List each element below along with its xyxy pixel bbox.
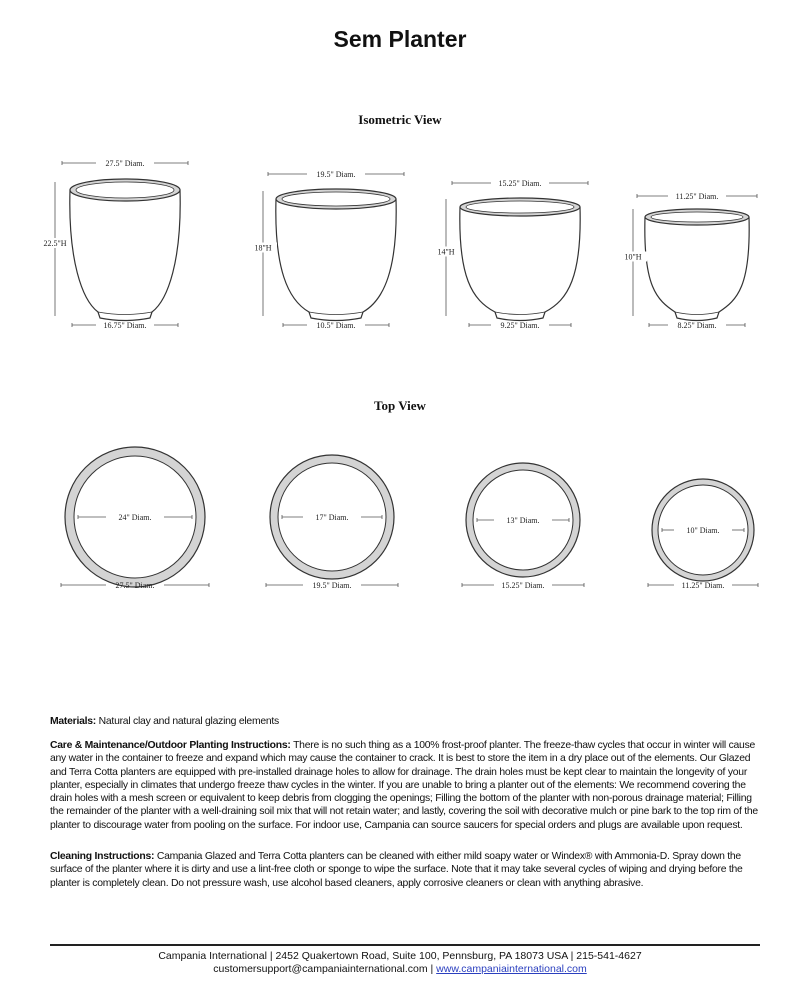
top-view-heading: Top View [374,398,426,413]
footer-address: Campania International | 2452 Quakertown… [158,950,642,962]
isometric-planter-3-height-bg [432,246,460,257]
isometric-planter-1-foot [97,311,153,315]
cleaning-text: Campania Glazed and Terra Cotta planters… [50,851,743,889]
isometric-planter-2-body [275,198,397,322]
isometric-planter-1-body [69,189,181,322]
materials-label: Materials: [50,716,97,727]
care-paragraph: Care & Maintenance/Outdoor Planting Inst… [50,739,760,832]
top-view-planter-1-opening [73,455,197,579]
top-view-planter-3-opening [472,469,574,571]
isometric-planter-3-top-diameter-label: 15.25" Diam. [498,179,541,188]
isometric-planter-3-opening [465,200,575,214]
footer-divider [50,944,760,946]
footer-contact: customersupport@campaniainternational.co… [0,963,800,976]
footer-email[interactable]: customersupport@campaniainternational.co… [213,963,428,975]
isometric-planter-1-opening [75,181,175,199]
top-view-planter-1-outer-diameter-label: 27.5" Diam. [115,581,154,590]
care-text: There is no such thing as a 100% frost-p… [50,740,758,831]
planter-drawings: 27.5" Diam. 16.75" Diam. 22.5"H 19.5" Diam.… [41,159,759,590]
footer-website-link[interactable]: www.campaniainternational.com [436,963,587,975]
isometric-planter-2-height-bg [249,242,277,253]
top-view-planter-4-inner-diameter-label: 10" Diam. [686,526,719,535]
isometric-planter-4-top-diameter-label: 11.25" Diam. [676,192,719,201]
isometric-planter-4-opening [650,211,744,223]
isometric-planter-2-foot [308,311,364,315]
isometric-planter-3-base-diameter-label: 9.25" Diam. [500,321,539,330]
isometric-planter-1-height-label: 22.5"H [43,239,66,248]
top-view-planter-2-opening [277,462,387,572]
isometric-planter-1-base-diameter-label: 16.75" Diam. [103,321,146,330]
page-title: Sem Planter [333,26,467,52]
isometric-planter-4-height-bg [619,251,647,262]
footer-separator: | [427,963,437,975]
isometric-planter-4-foot [674,311,720,315]
top-view-planter-4-opening [657,484,749,576]
materials-text: Natural clay and natural glazing element… [96,716,280,727]
materials-paragraph: Materials: Natural clay and natural glaz… [50,715,760,728]
isometric-planter-4-height-label: 10"H [624,253,641,262]
isometric-planter-4-body [644,216,750,322]
top-view-planter-3-outer-diameter-label: 15.25" Diam. [501,581,544,590]
isometric-planter-3-height-label: 14"H [437,248,454,257]
isometric-planter-1-height-bg [41,238,69,248]
isometric-planter-3-body [459,206,581,322]
isometric-planter-1-top-diameter-label: 27.5" Diam. [105,159,144,168]
top-view-planter-4-outer-diameter-label: 11.25" Diam. [682,581,725,590]
isometric-planter-2-height-label: 18"H [254,244,271,253]
isometric-planter-2-base-diameter-label: 10.5" Diam. [316,321,355,330]
isometric-view-heading: Isometric View [358,112,442,127]
isometric-planter-2-opening [281,191,391,207]
top-view-planter-3-inner-diameter-label: 13" Diam. [506,516,539,525]
top-view-planter-2-inner-diameter-label: 17" Diam. [315,513,348,522]
top-view-planter-2-outer-diameter-label: 19.5" Diam. [312,581,351,590]
care-label: Care & Maintenance/Outdoor Planting Inst… [50,740,291,751]
isometric-planter-4-base-diameter-label: 8.25" Diam. [677,321,716,330]
top-view-planter-1-inner-diameter-label: 24" Diam. [118,513,151,522]
isometric-planter-2-top-diameter-label: 19.5" Diam. [316,170,355,179]
cleaning-label: Cleaning Instructions: [50,851,155,862]
cleaning-paragraph: Cleaning Instructions: Campania Glazed a… [50,850,760,890]
isometric-planter-3-foot [494,311,546,315]
